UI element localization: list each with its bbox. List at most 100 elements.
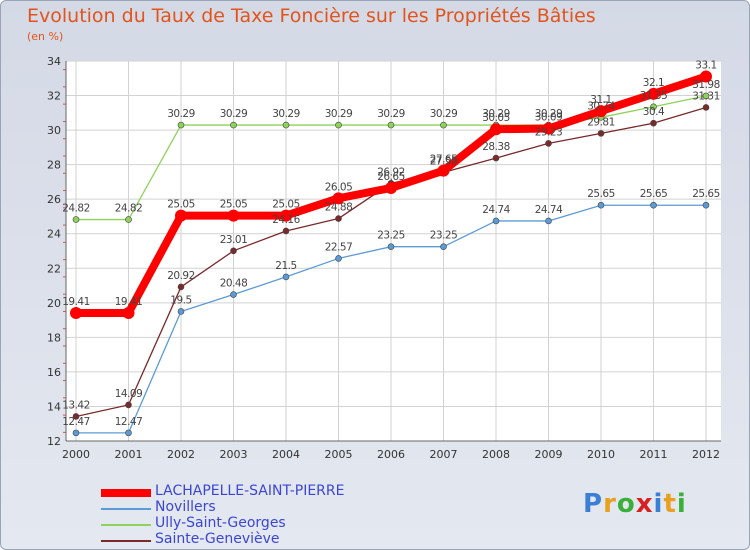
y-tick-label: 28 [47, 159, 61, 172]
x-tick-label: 2002 [167, 448, 195, 461]
data-label: 26.65 [377, 171, 405, 183]
x-tick-label: 2011 [640, 448, 668, 461]
data-point [387, 121, 395, 129]
legend-label: Sainte-Geneviève [155, 531, 280, 547]
y-tick-label: 12 [47, 435, 61, 448]
data-label: 30.29 [482, 108, 510, 120]
data-point [700, 70, 712, 83]
data-label: 24.88 [325, 202, 353, 214]
data-point [650, 103, 657, 111]
data-label: 25.05 [167, 199, 195, 211]
data-point [702, 201, 710, 209]
x-tick-label: 2001 [115, 448, 143, 461]
data-label: 22.57 [325, 241, 353, 253]
data-point [647, 87, 660, 100]
data-label: 24.82 [115, 203, 143, 215]
data-label: 21.5 [275, 260, 296, 272]
x-tick-label: 2008 [482, 448, 510, 461]
data-point [542, 122, 555, 135]
logo-letter: x [635, 489, 654, 519]
data-label: 20.92 [167, 270, 195, 282]
y-tick-label: 32 [47, 90, 61, 103]
data-label: 30.4 [643, 106, 665, 118]
data-label: 30.29 [272, 108, 300, 120]
data-label: 31.98 [692, 79, 720, 91]
data-point [177, 283, 185, 291]
data-label: 33.1 [695, 60, 716, 72]
data-label: 30.29 [535, 108, 563, 120]
data-label: 31.31 [692, 90, 720, 102]
data-label: 12.47 [62, 416, 90, 428]
data-point [282, 273, 290, 281]
data-label: 30.29 [430, 108, 458, 120]
data-point [72, 413, 80, 420]
data-point [230, 121, 237, 129]
data-label: 24.16 [272, 214, 300, 226]
data-label: 30.74 [587, 100, 615, 112]
y-tick-label: 18 [47, 331, 61, 344]
y-tick-label: 26 [47, 193, 61, 206]
data-label: 25.65 [640, 188, 668, 200]
y-tick-label: 14 [47, 400, 61, 413]
x-tick-label: 2005 [325, 448, 353, 461]
logo-letter: i [653, 489, 664, 519]
data-label: 30.29 [220, 108, 248, 120]
legend-swatch [101, 524, 151, 526]
data-label: 24.74 [535, 204, 563, 216]
y-tick-label: 30 [47, 124, 61, 137]
x-tick-label: 2012 [692, 448, 720, 461]
legend-label: LACHAPELLE-SAINT-PIERRE [155, 483, 345, 499]
logo-letter: t [663, 489, 677, 519]
legend-swatch [101, 489, 151, 497]
data-label: 13.42 [62, 399, 90, 411]
data-label: 12.47 [115, 416, 143, 428]
data-label: 31.1 [590, 94, 611, 106]
data-label: 23.01 [220, 234, 248, 246]
data-label: 30.29 [325, 108, 353, 120]
x-tick-label: 2003 [220, 448, 248, 461]
data-label: 23.25 [430, 230, 458, 242]
data-point [335, 121, 342, 129]
data-point [227, 209, 240, 222]
data-point [122, 307, 135, 320]
data-label: 30.09 [535, 112, 563, 124]
data-point [385, 181, 397, 194]
data-point [440, 121, 447, 129]
data-label: 19.41 [115, 296, 143, 308]
data-label: 31.35 [640, 90, 668, 102]
proxiti-logo: Proxiti [583, 489, 687, 519]
y-tick-label: 20 [47, 297, 61, 310]
data-label: 28.38 [482, 141, 510, 153]
y-tick-label: 24 [47, 228, 61, 241]
data-point [597, 130, 605, 137]
data-label: 27.65 [430, 154, 458, 166]
data-point [125, 401, 132, 409]
data-point [72, 216, 80, 223]
data-label: 32.1 [643, 77, 664, 89]
data-label: 25.05 [220, 199, 248, 211]
data-point [332, 192, 345, 205]
data-label: 25.65 [587, 188, 615, 200]
logo-letter: o [616, 489, 636, 519]
data-label: 24.82 [62, 203, 90, 215]
legend-swatch [101, 508, 151, 510]
data-point [230, 291, 237, 298]
data-label: 29.81 [587, 116, 615, 128]
data-label: 30.29 [377, 108, 405, 120]
data-label: 20.48 [220, 278, 248, 290]
data-label: 19.5 [170, 294, 191, 306]
data-point [230, 247, 237, 255]
data-point [387, 243, 395, 250]
y-axis-unit: (en %) [27, 30, 64, 43]
data-label: 24.74 [482, 204, 510, 216]
y-tick-label: 22 [47, 262, 61, 275]
data-label: 26.92 [377, 166, 405, 178]
data-point [175, 209, 187, 222]
data-point [70, 307, 82, 320]
data-label: 26.05 [325, 181, 353, 193]
legend-label: Ully-Saint-Georges [155, 515, 286, 531]
data-point [440, 243, 447, 250]
data-point [492, 154, 500, 162]
logo-letter: P [583, 489, 604, 519]
